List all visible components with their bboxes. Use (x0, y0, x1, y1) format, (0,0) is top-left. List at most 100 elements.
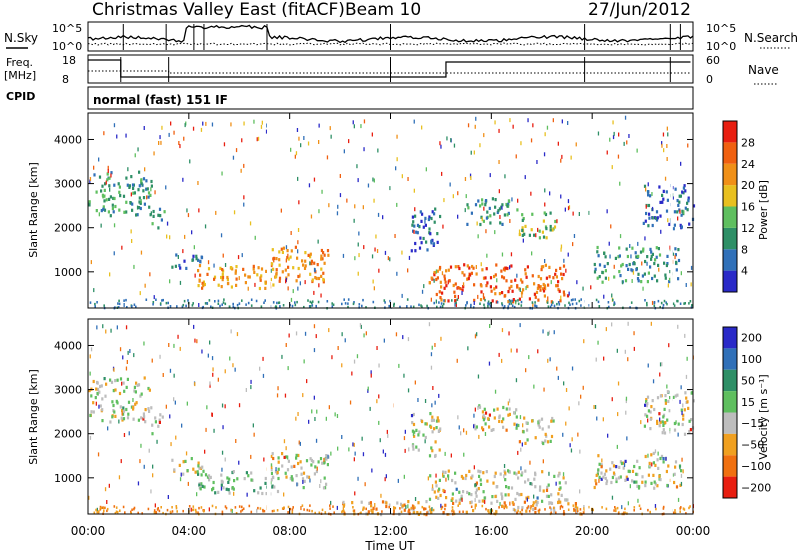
echo-cell (207, 474, 211, 478)
echo-cell (202, 469, 205, 473)
scatter-cell (213, 263, 215, 268)
echo-cell (370, 504, 373, 508)
scatter-cell (516, 273, 518, 278)
echo-cell (447, 268, 450, 272)
scatter-cell (606, 150, 608, 155)
scatter-cell (616, 348, 618, 353)
echo-cell (555, 275, 558, 279)
echo-cell (303, 479, 306, 483)
echo-cell (482, 490, 485, 494)
ground-scatter-cell (470, 305, 472, 309)
scatter-cell (152, 464, 154, 469)
echo-cell (494, 471, 497, 475)
ground-scatter-cell (381, 510, 383, 513)
scatter-cell (284, 393, 287, 398)
echo-cell (422, 236, 425, 241)
echo-cell (542, 289, 546, 293)
ground-scatter-cell (250, 304, 253, 307)
echo-cell (108, 184, 111, 188)
ground-scatter-cell (343, 298, 345, 301)
echo-cell (437, 419, 440, 423)
echo-cell (442, 470, 445, 474)
echo-cell (642, 247, 645, 251)
scatter-cell (277, 386, 279, 391)
echo-cell (517, 505, 520, 510)
echo-cell (677, 422, 680, 426)
echo-cell (597, 454, 600, 458)
echo-cell (414, 249, 417, 253)
scatter-cell (125, 325, 128, 330)
echo-cell (412, 447, 415, 451)
echo-cell (472, 266, 475, 270)
scatter-cell (206, 405, 208, 410)
scatter-cell (560, 244, 563, 249)
scatter-cell (536, 160, 538, 164)
ground-scatter-cell (407, 510, 410, 513)
scatter-cell (509, 118, 511, 123)
echo-cell (498, 292, 501, 296)
echo-cell (144, 420, 147, 424)
scatter-cell (139, 291, 141, 296)
echo-cell (221, 268, 224, 272)
scatter-cell (684, 333, 686, 338)
echo-cell (496, 210, 499, 214)
scatter-cell (559, 505, 561, 510)
echo-cell (226, 281, 230, 286)
echo-cell (174, 264, 177, 268)
echo-cell (159, 214, 162, 218)
ground-scatter-cell (125, 298, 127, 302)
ground-scatter-cell (689, 505, 691, 508)
scatter-cell (187, 213, 190, 218)
echo-cell (321, 257, 324, 261)
echo-cell (659, 420, 662, 424)
echo-cell (200, 256, 204, 260)
noise-traces (87, 24, 694, 50)
scatter-cell (376, 346, 378, 350)
echo-cell (673, 421, 676, 426)
echo-cell (528, 233, 531, 237)
scatter-cell (569, 443, 571, 448)
scatter-cell (572, 211, 574, 216)
scatter-cell (424, 439, 426, 444)
ground-scatter-cell (441, 305, 444, 308)
scatter-cell (116, 325, 118, 330)
scatter-cell (329, 126, 331, 131)
echo-cell (535, 290, 539, 294)
echo-cell (521, 280, 524, 284)
echo-cell (666, 390, 669, 394)
scatter-cell (113, 223, 116, 228)
echo-cell (375, 507, 378, 511)
echo-cell (644, 259, 647, 264)
echo-cell (458, 501, 461, 505)
ground-scatter-cell (684, 302, 686, 305)
scatter-cell (560, 158, 562, 163)
echo-cell (280, 247, 283, 251)
scatter-cell (458, 425, 460, 430)
scatter-cell (382, 449, 384, 454)
ground-scatter-cell (347, 305, 349, 309)
echo-cell (494, 198, 497, 202)
ground-scatter-cell (691, 304, 693, 307)
noise-panel: N.Sky 10^5 10^0 10^5 10^0 N.Search (4, 21, 798, 53)
echo-cell (598, 475, 601, 479)
echo-cell (145, 179, 148, 183)
time-tick-label: 00:00 (676, 524, 711, 538)
echo-cell (658, 412, 661, 416)
ground-scatter-cell (535, 305, 538, 308)
scatter-cell (562, 432, 564, 437)
echo-cell (125, 200, 128, 204)
scatter-cell (215, 210, 217, 215)
echo-cell (520, 291, 524, 295)
echo-cell (439, 296, 442, 300)
ground-scatter-cell (646, 303, 648, 307)
ground-scatter-cell (399, 507, 401, 510)
ground-scatter-cell (214, 300, 216, 303)
scatter-cell (136, 205, 139, 210)
ground-scatter-cell (361, 304, 363, 308)
scatter-cell (326, 155, 329, 160)
ground-scatter-cell (578, 299, 581, 303)
echo-cell (296, 256, 299, 260)
echo-cell (429, 508, 432, 512)
echo-cell (665, 190, 668, 194)
scatter-cell (311, 409, 313, 414)
